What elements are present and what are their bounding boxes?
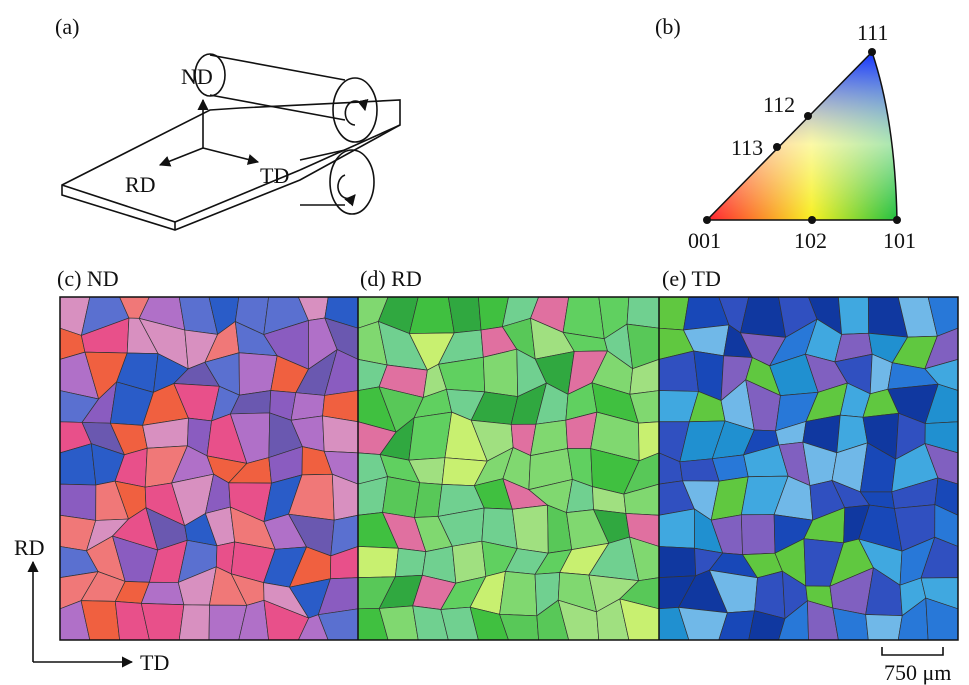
grain xyxy=(659,546,696,577)
axis-label: TD xyxy=(140,650,169,675)
pole-label: 112 xyxy=(763,92,795,117)
scale-label: 750 μm xyxy=(884,660,951,685)
pole-label: 113 xyxy=(731,135,763,160)
panel-label: (b) xyxy=(655,14,681,39)
grain xyxy=(383,477,420,518)
grain-map xyxy=(659,297,958,640)
grain xyxy=(838,297,868,334)
grain xyxy=(659,509,695,548)
axis-label: TD xyxy=(260,163,289,188)
grain xyxy=(500,571,537,615)
grain xyxy=(627,297,659,328)
map-label: (c) ND xyxy=(57,266,119,291)
grain xyxy=(741,515,775,555)
figure: (a) ND RD TD (b) 111 112 113 001 102 101… xyxy=(0,0,969,685)
grain xyxy=(483,349,517,396)
pole-label: 102 xyxy=(794,228,827,253)
grain xyxy=(179,605,209,640)
orientation-maps xyxy=(60,297,958,640)
grain xyxy=(60,484,96,520)
grain xyxy=(452,541,486,583)
panel-label: (a) xyxy=(55,14,79,39)
grain xyxy=(755,571,785,618)
rolling-diagram xyxy=(62,54,400,230)
grain xyxy=(323,416,358,453)
grain xyxy=(409,412,452,460)
pole-label: 111 xyxy=(857,20,888,45)
map-label: (d) RD xyxy=(360,266,422,291)
pole-label: 101 xyxy=(883,228,916,253)
map-label: (e) TD xyxy=(662,266,721,291)
pole-label: 001 xyxy=(688,228,721,253)
axis-label: RD xyxy=(125,172,156,197)
axis-label: RD xyxy=(14,535,45,560)
grain xyxy=(712,455,748,481)
grain-map xyxy=(60,297,358,640)
scale-bar xyxy=(882,647,943,655)
grain xyxy=(414,483,442,518)
grain xyxy=(866,614,903,640)
grain xyxy=(740,297,785,337)
grain xyxy=(512,505,548,553)
grain xyxy=(358,546,398,577)
grain xyxy=(448,297,481,333)
axis-label: ND xyxy=(181,64,213,89)
grain xyxy=(395,548,426,577)
grain-map xyxy=(358,297,659,640)
grain xyxy=(563,297,604,339)
